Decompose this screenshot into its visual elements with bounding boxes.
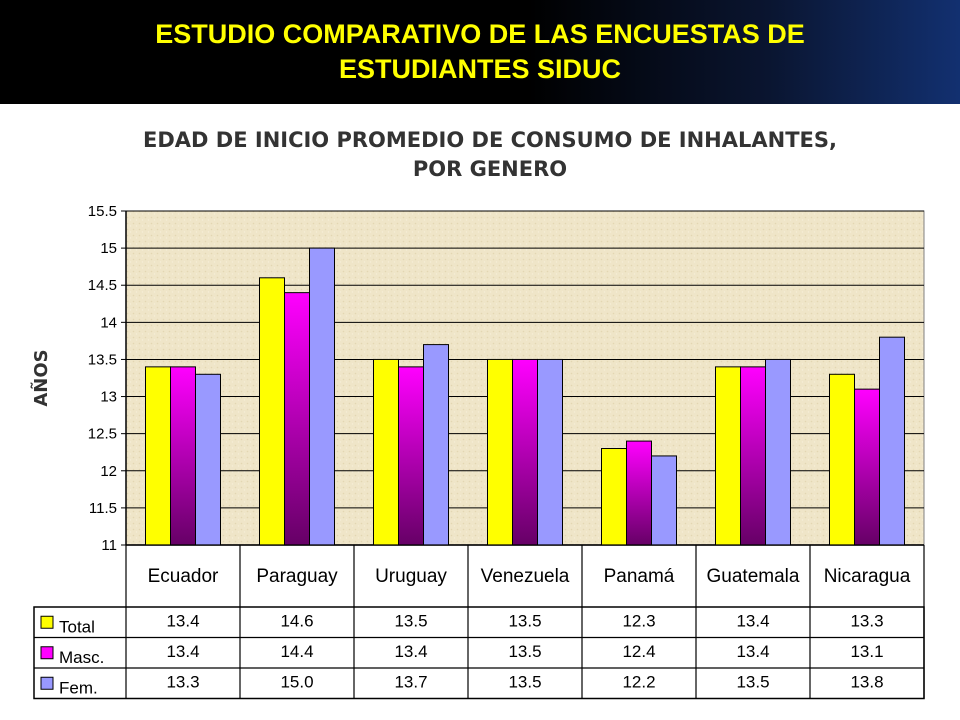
y-tick-label: 13 [100,389,117,406]
bar-total-venezuela [487,358,513,546]
table-cell-value: 13.7 [394,672,427,691]
bar-masc-nicaragua [854,388,880,546]
chart-title: EDAD DE INICIO PROMEDIO DE CONSUMO DE IN… [60,126,920,184]
bar-fem-venezuela [537,358,563,546]
table-cell-value: 13.4 [166,642,199,661]
bar-masc-uruguay [398,366,424,546]
bar-total-ecuador [145,366,171,546]
slide-header: ESTUDIO COMPARATIVO DE LAS ENCUESTAS DE … [0,0,960,104]
table-cell-value: 13.4 [736,642,769,661]
bar-fem-nicaragua [879,336,905,546]
table-cell-value: 13.5 [736,672,769,691]
chart-title-line2: POR GENERO [412,157,568,181]
table-cell-value: 13.1 [850,642,883,661]
bar-masc-ecuador [170,366,196,546]
y-tick-label: 14 [100,314,117,331]
y-tick-label: 11 [101,537,117,554]
y-tick-label: 12.5 [88,426,117,443]
bar-fem-panamá [651,455,677,546]
table-cell-value: 12.4 [622,642,655,661]
table-cell-value: 14.6 [280,611,313,630]
table-cell-value: 13.5 [394,611,427,630]
legend-label: Total [59,617,95,636]
table-cell-value: 13.3 [166,672,199,691]
legend-label: Masc. [59,648,104,667]
table-cell-value: 13.4 [166,611,199,630]
table-cell-value: 14.4 [280,642,313,661]
bar-total-panamá [601,448,627,546]
legend-swatch [40,646,54,660]
table-cell-value: 13.5 [508,642,541,661]
bar-fem-guatemala [765,358,791,546]
table-cell-value: 13.8 [850,672,883,691]
table-cell-value: 13.4 [394,642,427,661]
y-tick-label: 11.5 [89,500,117,517]
y-tick-label: 15 [100,240,117,257]
y-tick-label: 12 [100,463,117,480]
slide-title: ESTUDIO COMPARATIVO DE LAS ENCUESTAS DE … [155,19,805,84]
table-cell-value: 13.5 [508,672,541,691]
chart-title-line1: EDAD DE INICIO PROMEDIO DE CONSUMO DE IN… [143,128,837,152]
bar-masc-paraguay [284,292,310,546]
table-cell-value: 12.2 [622,672,655,691]
data-table-body [33,606,925,700]
bar-fem-ecuador [195,373,221,546]
y-tick-label: 14.5 [88,277,117,294]
y-tick-label: 15.5 [88,203,117,220]
legend-swatch [40,615,54,629]
bar-fem-uruguay [423,344,449,546]
legend-swatch [40,676,54,690]
category-label: Ecuador [148,566,219,587]
category-label: Paraguay [256,566,338,587]
bar-total-nicaragua [829,373,855,546]
bar-fem-paraguay [309,247,335,546]
table-cell-value: 13.3 [850,611,883,630]
category-label: Guatemala [707,566,800,587]
y-axis-label: AÑOS [29,349,52,406]
category-label: Nicaragua [824,566,911,587]
y-tick-label: 13.5 [88,351,117,368]
legend-label: Fem. [59,678,98,697]
bar-total-paraguay [259,277,285,546]
table-cell-value: 13.5 [508,611,541,630]
bar-total-uruguay [373,358,399,546]
bar-masc-panamá [626,440,652,546]
table-cell-value: 13.4 [736,611,769,630]
table-cell-value: 12.3 [622,611,655,630]
category-label: Uruguay [375,566,447,587]
bar-masc-venezuela [512,358,538,546]
category-label: Panamá [604,566,675,587]
bar-total-guatemala [715,366,741,546]
table-cell-value: 15.0 [280,672,313,691]
bar-masc-guatemala [740,366,766,546]
category-label: Venezuela [481,566,570,587]
